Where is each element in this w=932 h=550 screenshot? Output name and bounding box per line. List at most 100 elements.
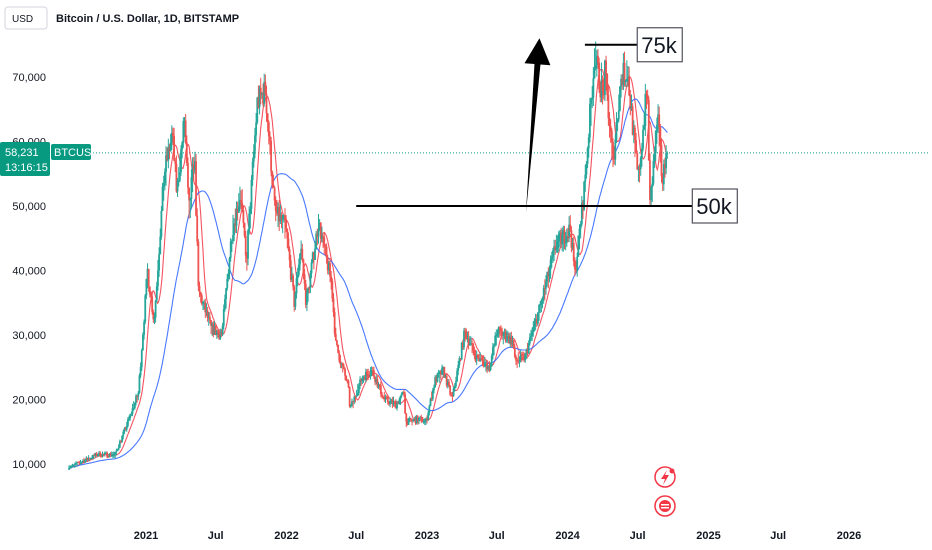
candle-body <box>619 86 621 111</box>
candle-body <box>404 394 407 414</box>
last-price-badge <box>0 142 50 176</box>
candle-body <box>561 234 564 244</box>
candle-body <box>190 177 193 200</box>
candle-body <box>445 375 448 386</box>
candle-body <box>429 398 432 406</box>
candle-body <box>420 416 423 418</box>
candle-body <box>423 420 426 422</box>
candle-body <box>196 215 199 242</box>
candle-body <box>88 458 91 460</box>
candle-body <box>460 342 463 360</box>
candle-body <box>120 441 122 443</box>
candle-body <box>644 93 647 126</box>
candle-body <box>358 385 360 394</box>
candle-body <box>318 222 321 230</box>
candle-body <box>115 450 118 453</box>
candle-body <box>136 396 139 397</box>
candle-body <box>148 286 151 295</box>
candle-body <box>81 460 84 462</box>
candle-body <box>226 278 229 289</box>
candle-body <box>597 55 599 63</box>
candle-body <box>552 250 554 257</box>
currency-selector[interactable]: USD <box>4 6 48 30</box>
candle-body <box>645 93 648 95</box>
candle-body <box>236 208 239 213</box>
candle-body <box>234 223 237 226</box>
candle-body <box>480 358 483 360</box>
x-tick-label: Jul <box>489 530 505 542</box>
candle-body <box>481 359 484 362</box>
candle-body <box>356 393 359 396</box>
candle-body <box>140 350 143 368</box>
flag-stripe <box>661 507 669 509</box>
candle-body <box>419 416 422 418</box>
candle-body <box>412 419 415 421</box>
candle-body <box>371 370 374 371</box>
candle-body <box>414 418 417 423</box>
candle-body <box>379 384 382 395</box>
candle-body <box>497 327 500 334</box>
candle-body <box>558 232 561 234</box>
y-tick-label: 70,000 <box>12 72 46 84</box>
candle-body <box>495 335 498 336</box>
candle-body <box>584 174 587 182</box>
candle-body <box>381 394 383 397</box>
candle-body <box>573 261 576 270</box>
candle-body <box>408 418 411 420</box>
candle-body <box>137 392 140 397</box>
event-markers[interactable] <box>654 466 676 517</box>
candle-body <box>642 130 644 149</box>
candle-body <box>524 353 527 361</box>
candle-body <box>87 458 90 460</box>
candle-body <box>564 242 567 244</box>
candle-body <box>351 401 353 406</box>
candle-body <box>323 237 326 246</box>
candle-body <box>127 419 129 426</box>
candle-body <box>543 288 546 289</box>
candle-body <box>325 246 328 258</box>
candle-body <box>224 299 226 310</box>
candle-body <box>533 322 536 327</box>
candle-body <box>435 377 438 382</box>
candle-body <box>366 371 368 375</box>
candle-body <box>347 380 350 388</box>
candle-body <box>583 181 586 210</box>
candle-body <box>291 275 293 280</box>
level-label-box <box>691 188 738 224</box>
candle-body <box>496 333 499 336</box>
candle-body <box>232 235 234 241</box>
candle-body <box>360 379 363 382</box>
candle-body <box>624 80 627 83</box>
x-tick-label: Jul <box>208 530 224 542</box>
candle-body <box>666 152 669 154</box>
candle-body <box>487 365 490 370</box>
candle-body <box>297 264 300 276</box>
candle-body <box>273 187 276 201</box>
candle-body <box>114 452 117 455</box>
candle-body <box>634 127 636 141</box>
candle-body <box>579 224 582 229</box>
candle-body <box>546 272 549 282</box>
candle-body <box>289 260 292 280</box>
candle-body <box>504 332 507 341</box>
candle-body <box>204 302 207 313</box>
candle-body <box>169 142 172 152</box>
candle-body <box>393 401 396 403</box>
candle-body <box>542 288 545 299</box>
candle-body <box>426 418 428 420</box>
candle-body <box>83 460 85 463</box>
candle-body <box>102 453 105 455</box>
candle-body <box>362 377 365 379</box>
currency-button[interactable] <box>4 6 48 30</box>
candle-body <box>377 384 380 387</box>
candle-body <box>77 462 80 463</box>
last-price-countdown: 13:16:15 <box>5 162 48 174</box>
candle-body <box>621 78 624 86</box>
candle-body <box>123 428 126 432</box>
candle-body <box>241 203 244 211</box>
candle-body <box>158 254 160 271</box>
candle-body <box>281 216 284 220</box>
candle-body <box>482 361 485 367</box>
candle-body <box>406 421 409 425</box>
